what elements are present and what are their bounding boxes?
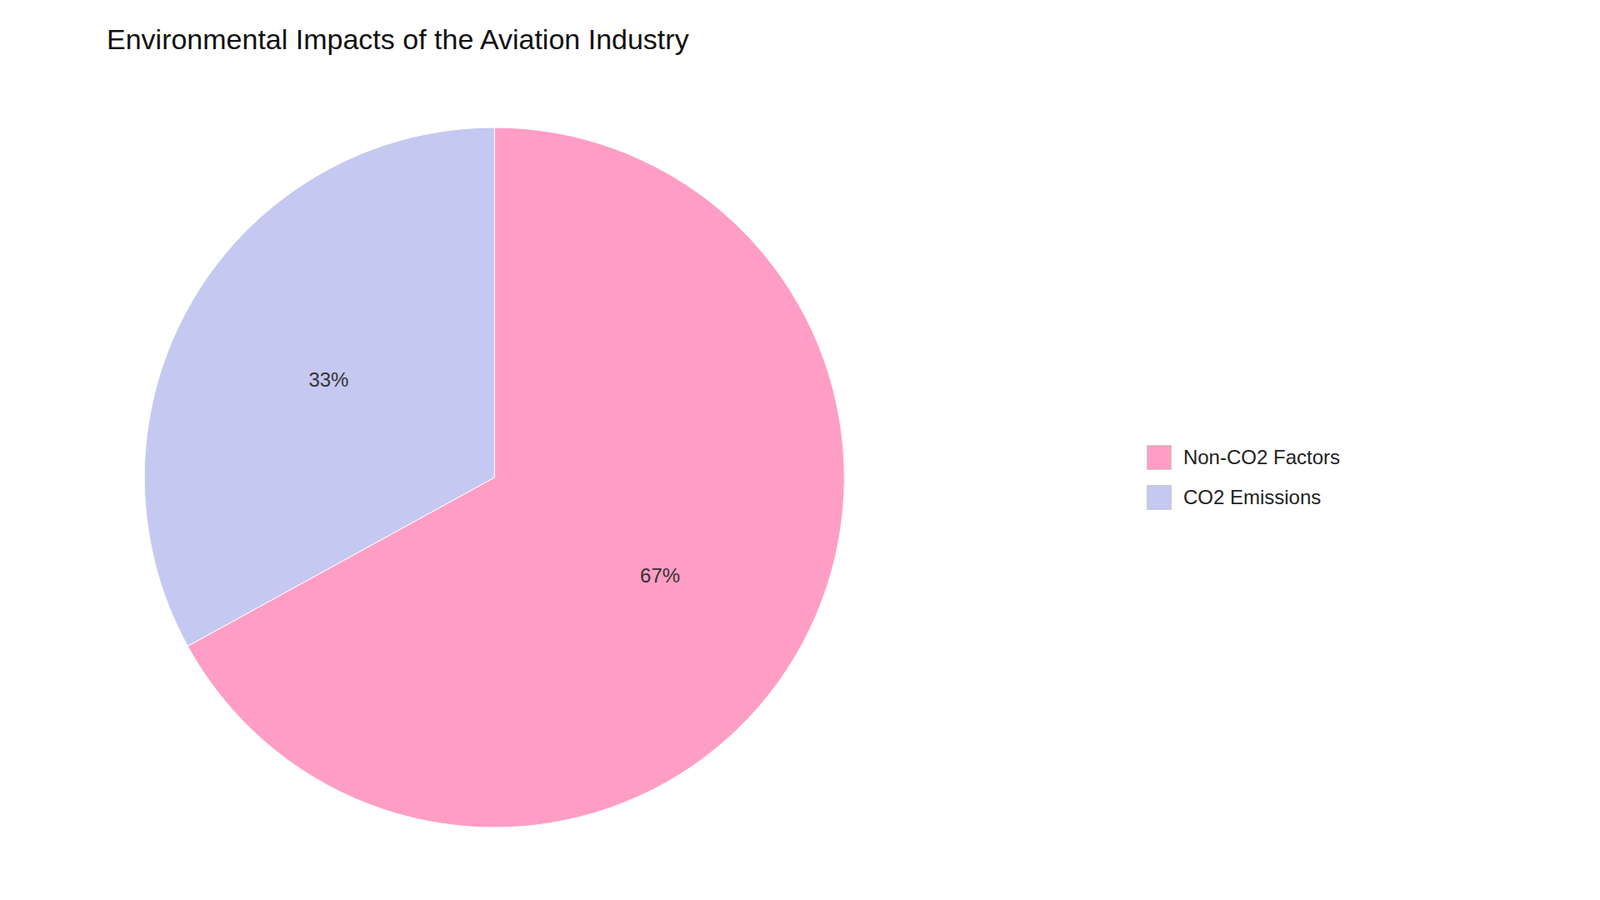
svg-text:33%: 33% <box>308 368 349 391</box>
svg-text:67%: 67% <box>640 564 680 587</box>
html-text:Environmental Impacts of the A: Environmental Impacts of the Aviation In… <box>106 23 689 55</box>
html-text:Non-CO2 Factors: Non-CO2 Factors <box>1183 445 1340 469</box>
html-text:CO2 Emissions: CO2 Emissions <box>1183 485 1322 509</box>
